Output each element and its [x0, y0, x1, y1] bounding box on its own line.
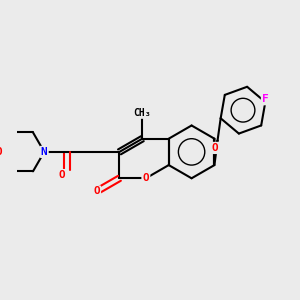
- Text: O: O: [93, 187, 100, 196]
- Text: O: O: [58, 170, 65, 180]
- Text: O: O: [0, 147, 3, 157]
- Text: F: F: [262, 94, 269, 104]
- Text: CH₃: CH₃: [134, 108, 151, 118]
- Text: O: O: [212, 143, 218, 153]
- Text: N: N: [41, 147, 48, 157]
- Text: O: O: [142, 173, 149, 183]
